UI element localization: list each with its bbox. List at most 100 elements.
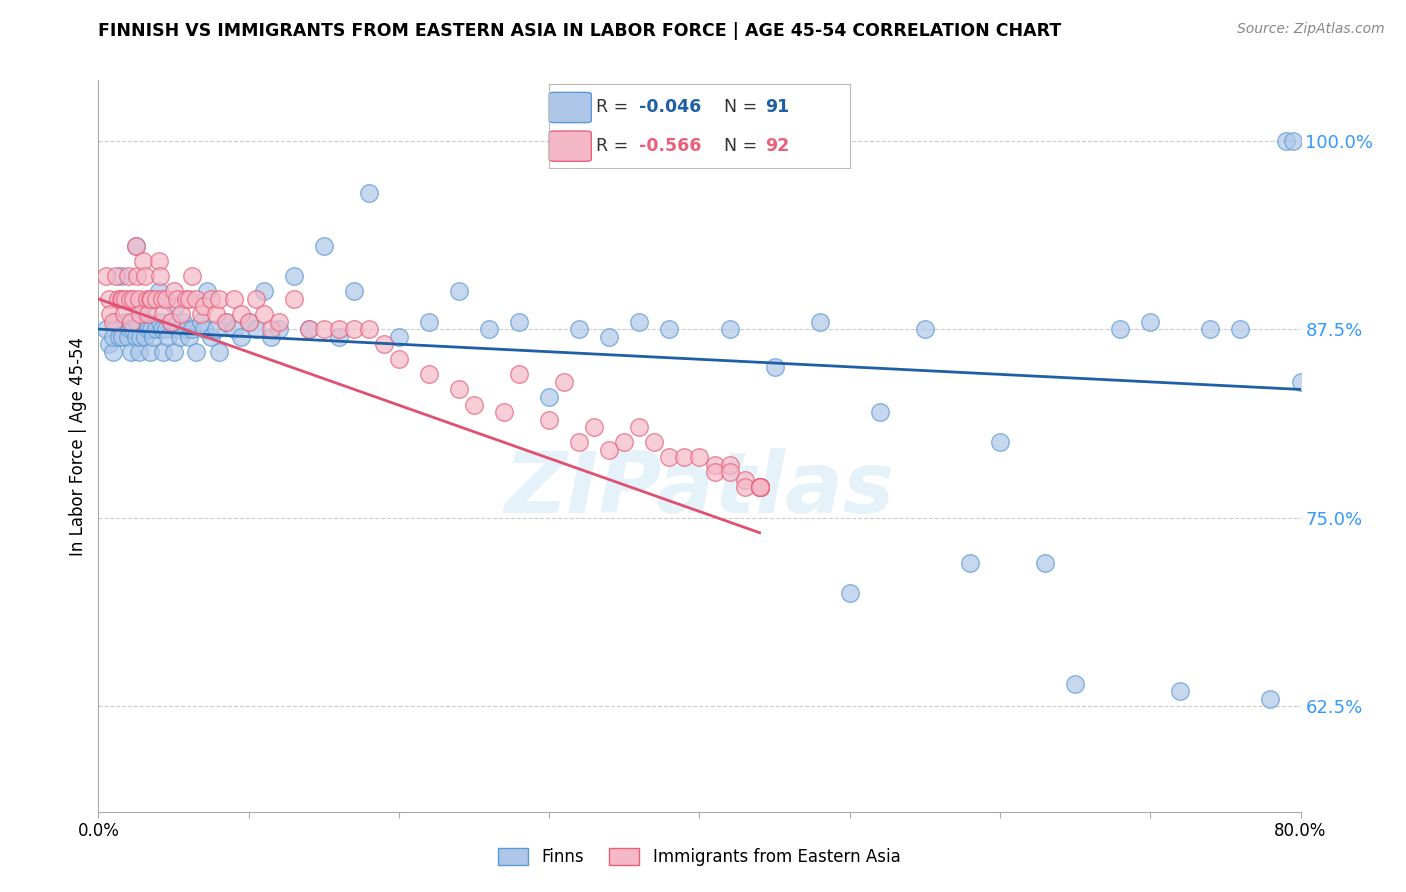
Point [127,315,149,329]
Point [184,344,207,359]
Point [125,239,148,253]
Point [508,315,530,329]
Point [447,285,470,299]
Point [1274,134,1296,148]
Point [267,322,290,336]
Point [388,352,411,367]
Point [222,292,245,306]
Point [343,285,366,299]
Point [193,322,215,336]
Point [959,556,981,570]
Point [132,254,155,268]
Point [150,292,173,306]
Point [988,435,1011,450]
Point [128,292,150,306]
Y-axis label: In Labor Force | Age 45-54: In Labor Force | Age 45-54 [69,336,87,556]
Point [204,322,226,336]
Point [174,292,197,306]
Point [748,480,770,494]
Point [238,315,260,329]
Text: ZIPatlas: ZIPatlas [505,449,894,532]
Point [343,322,366,336]
Point [132,300,155,314]
Point [734,480,756,494]
Point [628,315,651,329]
Point [167,322,190,336]
Point [148,285,170,299]
Point [215,315,238,329]
Point [149,315,172,329]
Point [1109,322,1132,336]
Point [118,292,141,306]
Point [357,186,380,201]
Point [463,398,485,412]
Point [538,412,561,426]
Point [136,307,159,321]
Point [139,322,162,336]
Point [418,368,440,382]
Point [298,322,321,336]
Point [121,344,143,359]
Point [253,307,276,321]
Point [260,322,283,336]
Point [145,292,167,306]
Point [169,329,191,343]
Point [105,315,128,329]
Point [1289,375,1312,389]
Point [150,322,173,336]
Point [613,435,636,450]
Point [135,315,157,329]
Point [914,322,936,336]
Point [208,292,231,306]
Point [748,480,770,494]
Point [97,337,120,351]
Point [135,292,157,306]
Point [152,344,174,359]
Text: FINNISH VS IMMIGRANTS FROM EASTERN ASIA IN LABOR FORCE | AGE 45-54 CORRELATION C: FINNISH VS IMMIGRANTS FROM EASTERN ASIA … [98,22,1062,40]
Point [1282,134,1305,148]
Point [494,405,516,419]
Point [808,315,831,329]
Point [103,329,125,343]
Point [748,480,770,494]
Point [94,322,117,336]
Point [312,239,335,253]
Point [643,435,665,450]
Point [100,307,122,321]
Point [128,344,150,359]
Point [110,269,132,284]
Point [478,322,501,336]
Point [447,383,470,397]
Point [200,329,222,343]
Point [145,322,167,336]
Point [312,322,335,336]
Point [703,466,725,480]
Point [703,458,725,472]
Point [748,480,770,494]
Point [138,344,160,359]
Point [718,466,741,480]
Point [658,322,681,336]
Point [111,329,134,343]
Point [245,292,267,306]
Point [373,337,395,351]
Point [193,300,215,314]
Point [718,322,741,336]
Point [1229,322,1251,336]
Point [553,375,575,389]
Point [103,315,125,329]
Point [174,322,197,336]
Point [748,480,770,494]
Point [838,586,860,600]
Point [159,315,181,329]
Point [112,307,135,321]
Point [108,329,131,343]
Point [165,300,187,314]
Point [568,435,591,450]
Point [121,315,143,329]
Point [298,322,321,336]
Point [177,292,200,306]
Point [122,292,145,306]
Point [583,420,606,434]
Point [231,307,253,321]
